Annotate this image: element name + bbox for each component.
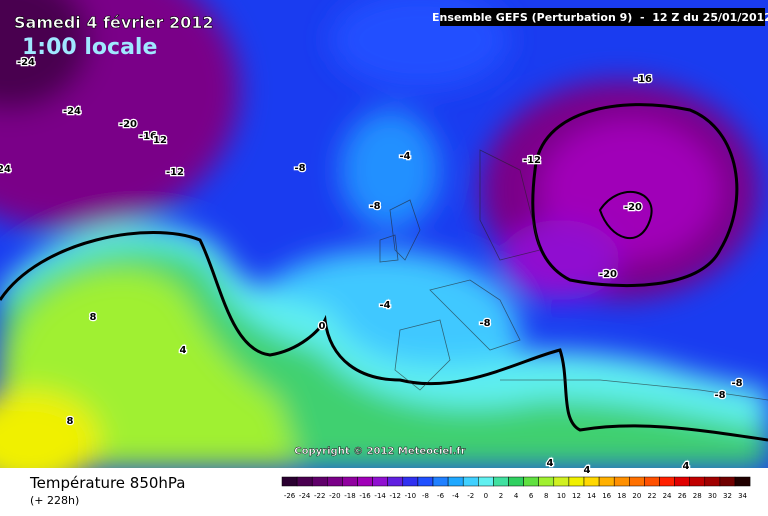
color-swatch bbox=[553, 476, 570, 487]
color-swatch bbox=[281, 476, 298, 487]
copyright: Copyright © 2012 Meteociel.fr bbox=[294, 446, 465, 457]
contour-label: 4 bbox=[584, 465, 591, 476]
color-swatch bbox=[462, 476, 479, 487]
contour-label: -8 bbox=[714, 390, 725, 401]
color-swatch bbox=[734, 476, 751, 487]
contour-label: -16 bbox=[634, 74, 652, 85]
contour-label: -20 bbox=[599, 269, 617, 280]
scale-label: 14 bbox=[587, 492, 596, 500]
scale-label: -18 bbox=[344, 492, 355, 500]
contour-label: 8 bbox=[67, 416, 74, 427]
scale-label: 6 bbox=[529, 492, 534, 500]
scale-label: 2 bbox=[499, 492, 503, 500]
color-swatch bbox=[644, 476, 660, 487]
scale-label: 4 bbox=[514, 492, 519, 500]
date: Samedi 4 février 2012 bbox=[14, 13, 214, 32]
color-swatch bbox=[598, 476, 615, 487]
scale-label: -6 bbox=[437, 492, 445, 500]
color-swatch bbox=[689, 476, 706, 487]
contour-label: 4 bbox=[180, 345, 187, 356]
map-field bbox=[0, 0, 768, 468]
variable: Température 850hPa bbox=[29, 474, 186, 492]
contour-label: -24 bbox=[63, 106, 81, 117]
scale-label: -24 bbox=[299, 492, 311, 500]
color-swatch bbox=[296, 476, 313, 487]
contour-label: -8 bbox=[369, 201, 380, 212]
scale-label: 34 bbox=[738, 492, 747, 500]
color-swatch bbox=[674, 476, 690, 487]
scale-label: 12 bbox=[572, 492, 581, 500]
contour-label: -16 bbox=[139, 131, 157, 142]
color-swatch bbox=[447, 476, 464, 487]
scale-label: 30 bbox=[708, 492, 717, 500]
scale-label: -4 bbox=[452, 492, 460, 500]
run-box bbox=[440, 8, 765, 26]
scale-label: 32 bbox=[723, 492, 732, 500]
scale-label: 18 bbox=[617, 492, 626, 500]
lead-time: (+ 228h) bbox=[30, 494, 79, 507]
scale-label: -20 bbox=[329, 492, 340, 500]
scale-label: 26 bbox=[678, 492, 687, 500]
color-swatch bbox=[417, 476, 434, 487]
color-swatch bbox=[327, 476, 343, 487]
contour-label: -8 bbox=[731, 378, 742, 389]
scale-label: 28 bbox=[693, 492, 702, 500]
color-swatch bbox=[704, 476, 721, 487]
contour-label: 24 bbox=[0, 164, 11, 175]
scale-label: -14 bbox=[374, 492, 386, 500]
color-swatch bbox=[311, 476, 328, 487]
color-swatch bbox=[357, 476, 373, 487]
color-swatch bbox=[659, 476, 675, 487]
contour-label: -8 bbox=[294, 163, 305, 174]
contour-label: -12 bbox=[166, 167, 184, 178]
color-swatch bbox=[372, 476, 388, 487]
contour-label: -4 bbox=[399, 151, 410, 162]
scale-label: -16 bbox=[359, 492, 371, 500]
scale-label: -12 bbox=[390, 492, 401, 500]
color-swatch bbox=[508, 476, 524, 487]
scale-label: -26 bbox=[284, 492, 296, 500]
color-swatch bbox=[568, 476, 585, 487]
scale-label: -22 bbox=[314, 492, 325, 500]
contour-label: 8 bbox=[90, 312, 97, 323]
scale-label: -8 bbox=[422, 492, 429, 500]
color-swatch bbox=[583, 476, 600, 487]
scale-label: -10 bbox=[405, 492, 416, 500]
scale-label: 22 bbox=[647, 492, 656, 500]
color-swatch bbox=[402, 476, 419, 487]
scale-label: 10 bbox=[557, 492, 566, 500]
color-swatch bbox=[719, 476, 736, 487]
scale-label: 24 bbox=[663, 492, 672, 500]
color-swatch bbox=[432, 476, 449, 487]
scale-label: 16 bbox=[602, 492, 611, 500]
contour-label: -20 bbox=[119, 119, 137, 130]
scale-label: 20 bbox=[632, 492, 641, 500]
color-swatch bbox=[538, 476, 555, 487]
color-swatch bbox=[523, 476, 539, 487]
run-info: Ensemble GEFS (Perturbation 9) - 12 Z du… bbox=[432, 11, 768, 24]
scale-label: 0 bbox=[484, 492, 488, 500]
contour-label: 0 bbox=[319, 321, 326, 332]
scale-label: -2 bbox=[467, 492, 474, 500]
color-swatch bbox=[387, 476, 404, 487]
time: 1:00 locale bbox=[22, 35, 157, 60]
contour-label: -4 bbox=[379, 300, 390, 311]
color-swatch bbox=[613, 476, 630, 487]
color-swatch bbox=[629, 476, 645, 487]
contour-label: -24 bbox=[17, 57, 35, 68]
color-swatch bbox=[478, 476, 494, 487]
contour-label: 4 bbox=[683, 461, 690, 472]
contour-label: 12 bbox=[153, 135, 167, 146]
contour-label: -8 bbox=[479, 318, 490, 329]
color-swatch bbox=[342, 476, 358, 487]
contour-label: -20 bbox=[624, 202, 642, 213]
contour-label: -12 bbox=[523, 155, 541, 166]
color-scale: -26 -24 -22 -20 -18 -16 -14 -12 -10 -8 -6 -4 -2 0 2 4 6 8… bbox=[281, 476, 751, 500]
color-swatch bbox=[493, 476, 509, 487]
scale-label: 8 bbox=[544, 492, 548, 500]
contour-label: 4 bbox=[547, 458, 554, 469]
